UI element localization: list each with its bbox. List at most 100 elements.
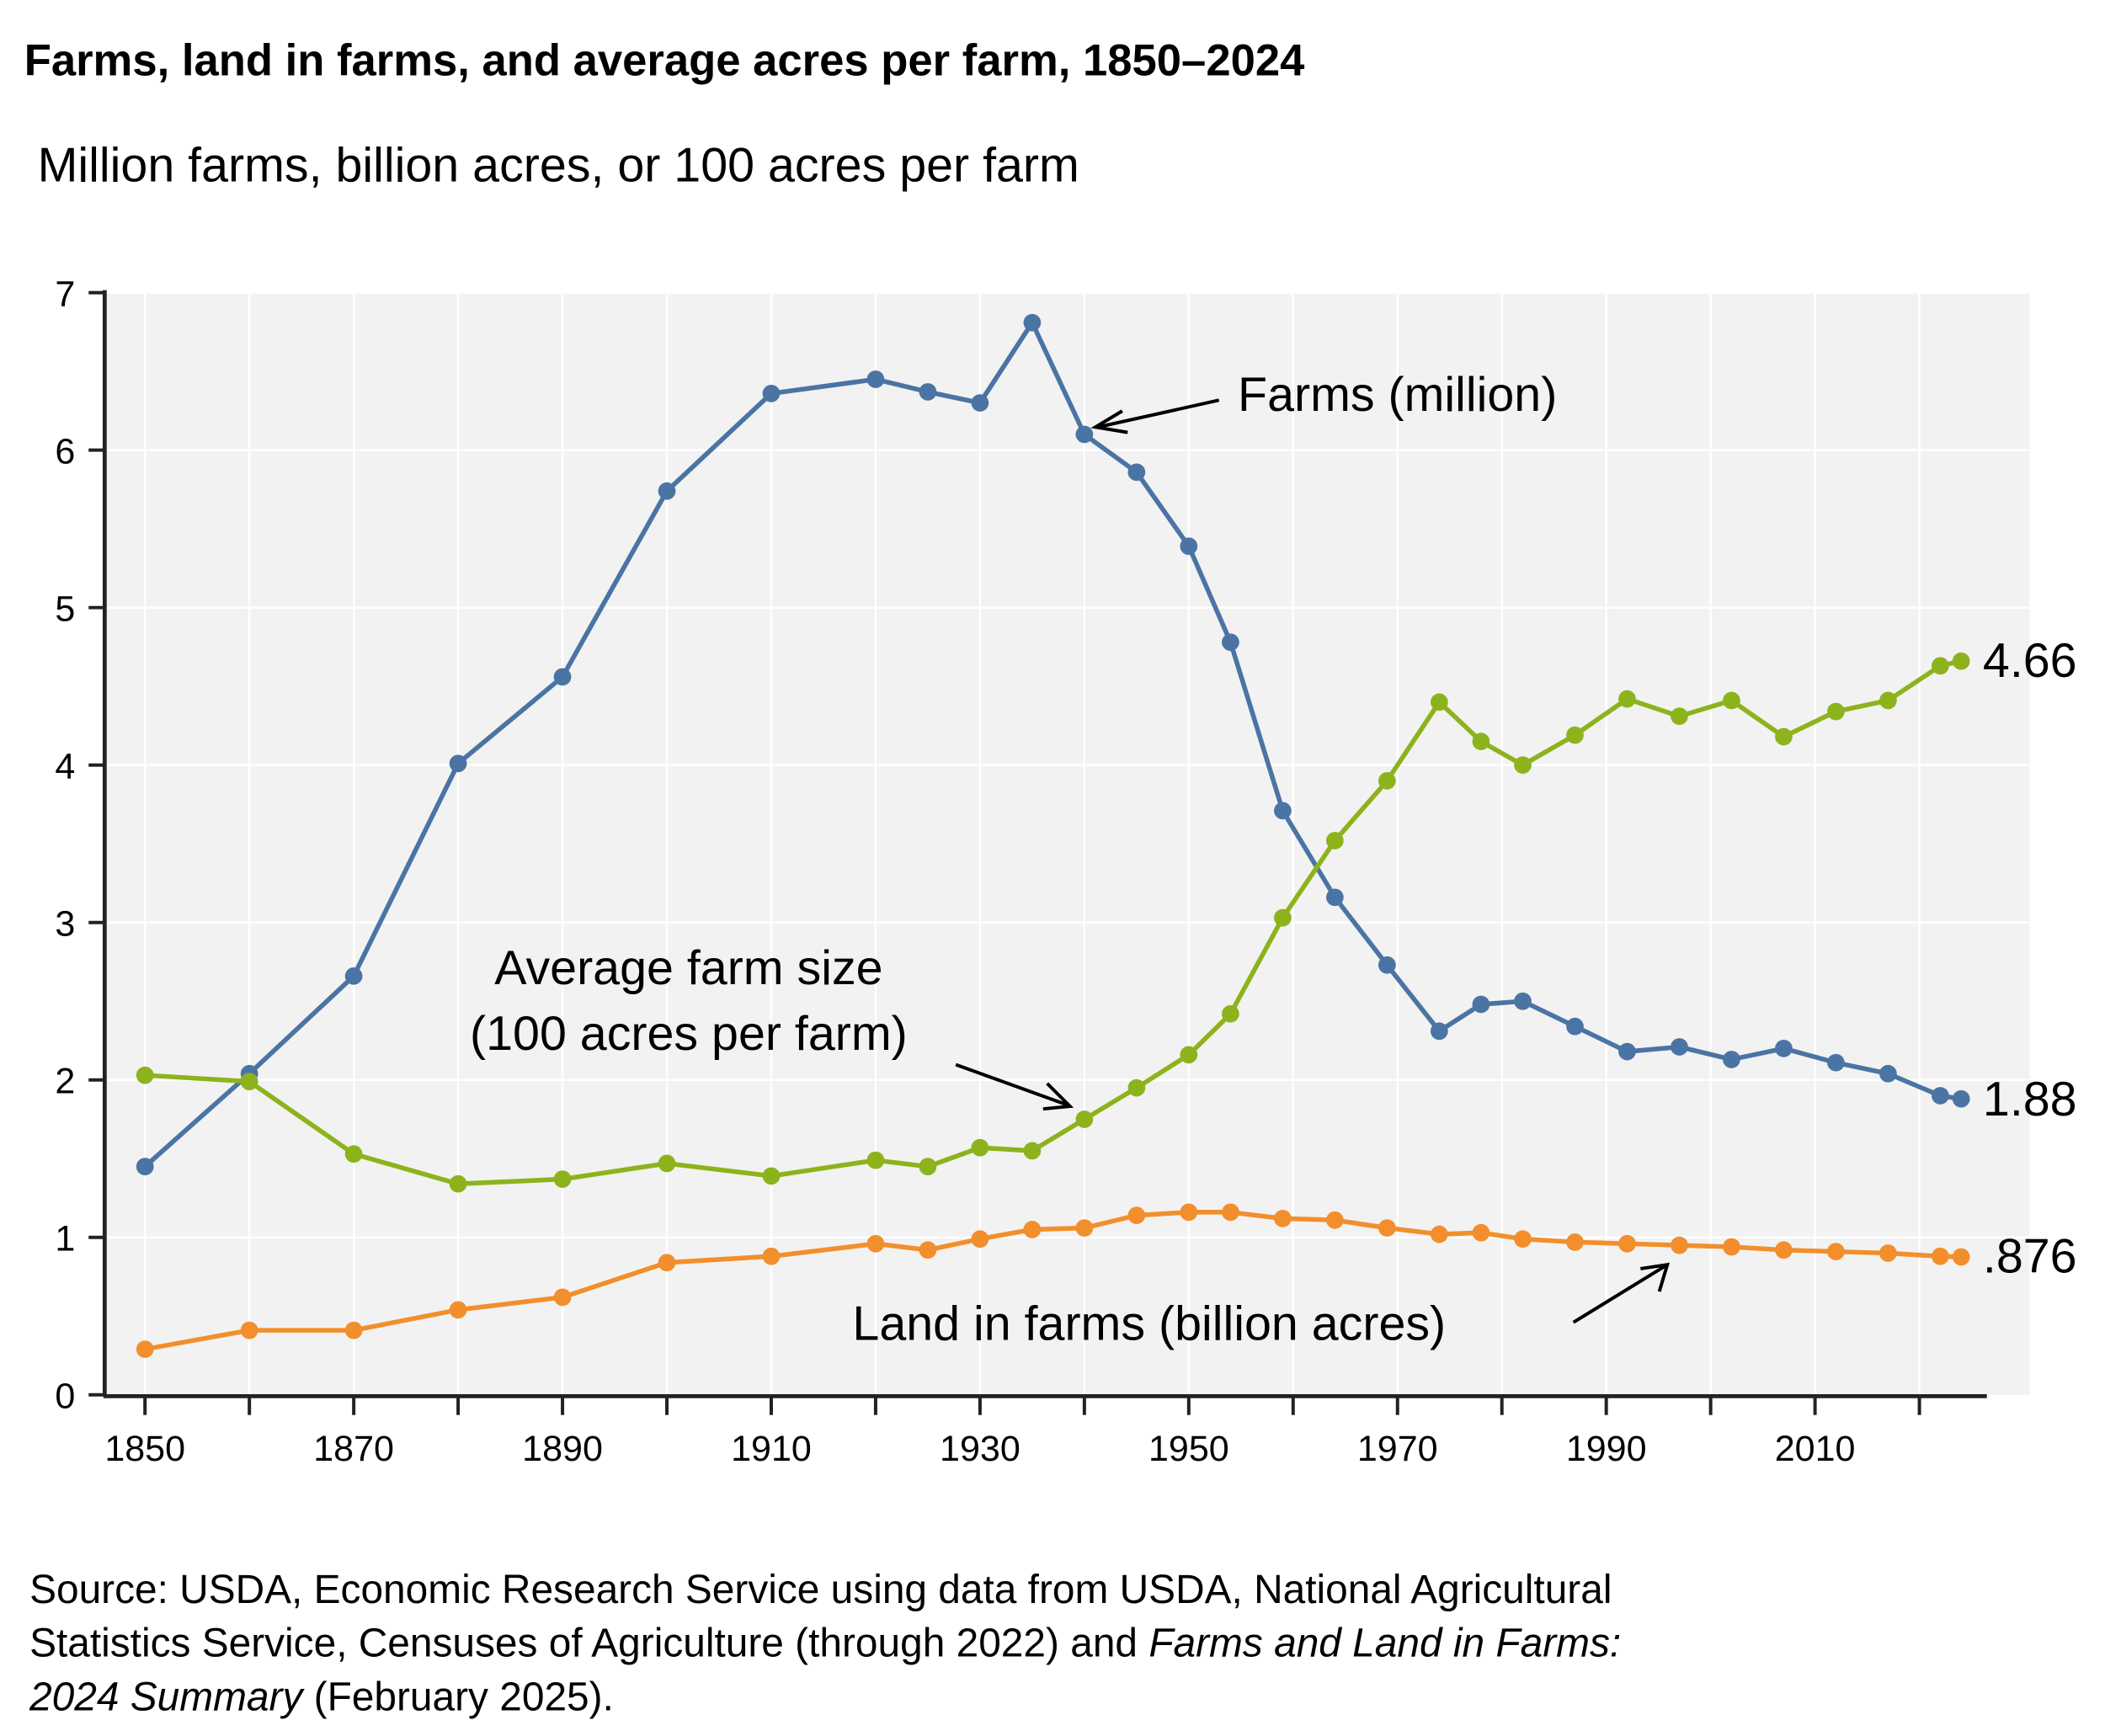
data-point-avg-farm-size <box>449 1174 467 1193</box>
data-point-land-in-farms <box>1127 1206 1146 1224</box>
source-line-3a: 2024 Summary <box>29 1675 305 1719</box>
data-point-farms <box>1879 1064 1897 1083</box>
data-point-farms <box>1932 1087 1949 1105</box>
data-point-land-in-farms <box>919 1241 937 1259</box>
x-tick-label: 2010 <box>1775 1429 1856 1469</box>
end-label-land: .876 <box>1983 1230 2077 1284</box>
data-point-avg-farm-size <box>553 1170 572 1188</box>
data-point-avg-farm-size <box>866 1151 885 1169</box>
arrow-land <box>1572 1263 1669 1324</box>
data-point-avg-farm-size <box>1075 1110 1094 1128</box>
data-point-land-in-farms <box>1222 1203 1239 1222</box>
data-point-avg-farm-size <box>1222 1004 1239 1023</box>
data-point-land-in-farms <box>136 1340 154 1358</box>
series-line-avg-farm-size <box>145 658 1962 1186</box>
y-tick-label: 2 <box>55 1062 75 1102</box>
data-point-farms <box>971 394 989 412</box>
data-point-avg-farm-size <box>136 1066 154 1084</box>
arrowhead-land <box>1640 1262 1671 1292</box>
arrow-size <box>955 1062 1068 1107</box>
x-tick-label: 1970 <box>1357 1429 1438 1469</box>
data-point-land-in-farms <box>553 1288 572 1307</box>
label-size-2: (100 acres per farm) <box>470 1007 908 1061</box>
data-point-farms <box>1180 537 1198 556</box>
arrowhead-size <box>1042 1082 1074 1111</box>
data-point-avg-farm-size <box>762 1167 781 1185</box>
data-point-avg-farm-size <box>344 1145 363 1164</box>
data-point-farms <box>1618 1042 1636 1061</box>
data-point-avg-farm-size <box>658 1154 676 1173</box>
data-point-land-in-farms <box>1827 1243 1845 1260</box>
source-line-1: Source: USDA, Economic Research Service … <box>29 1568 1612 1612</box>
x-tick-label: 1930 <box>940 1429 1021 1469</box>
y-tick-label: 7 <box>55 274 75 315</box>
data-point-avg-farm-size <box>1932 657 1949 675</box>
label-size-1: Average farm size <box>494 941 882 995</box>
data-point-farms <box>1827 1053 1845 1072</box>
data-point-farms <box>658 482 676 500</box>
data-point-avg-farm-size <box>1566 726 1584 744</box>
data-point-farms <box>1326 888 1344 907</box>
data-point-land-in-farms <box>1180 1203 1198 1222</box>
source-line-3b: (February 2025). <box>302 1675 614 1719</box>
data-point-farms <box>1127 463 1146 482</box>
data-point-farms <box>1952 1089 1970 1108</box>
source-line-2b: Farms and Land in Farms: <box>1148 1622 1621 1666</box>
data-point-farms <box>449 754 467 773</box>
data-point-land-in-farms <box>1378 1219 1396 1237</box>
axes <box>102 290 1987 1398</box>
data-point-farms <box>1430 1022 1448 1041</box>
data-point-avg-farm-size <box>971 1138 989 1157</box>
data-point-avg-farm-size <box>1274 908 1292 927</box>
data-point-avg-farm-size <box>1430 693 1448 711</box>
data-point-farms <box>1671 1038 1688 1056</box>
label-farms: Farms (million) <box>1238 368 1557 422</box>
end-label-size: 4.66 <box>1983 634 2077 688</box>
data-point-land-in-farms <box>1472 1223 1490 1242</box>
data-point-land-in-farms <box>344 1321 363 1339</box>
x-axis-ticks: 1850 1870 1890 1910 1930 1950 1970 1990 2010 <box>104 1396 1921 1469</box>
data-point-farms <box>1723 1051 1740 1068</box>
data-point-land-in-farms <box>1775 1241 1793 1259</box>
data-point-land-in-farms <box>1671 1236 1688 1254</box>
data-point-farms <box>1378 956 1396 974</box>
data-point-avg-farm-size <box>1671 707 1688 726</box>
label-land: Land in farms (billion acres) <box>852 1297 1446 1350</box>
data-point-farms <box>136 1158 154 1175</box>
y-tick-label: 3 <box>55 904 75 945</box>
data-point-avg-farm-size <box>1775 727 1793 746</box>
data-point-avg-farm-size <box>1378 772 1396 790</box>
data-point-avg-farm-size <box>1723 691 1740 710</box>
data-point-land-in-farms <box>971 1230 989 1249</box>
annotations: Farms (million) Average farm size (100 a… <box>470 368 2077 1350</box>
data-point-farms <box>1075 425 1094 444</box>
data-point-land-in-farms <box>762 1247 781 1265</box>
data-point-land-in-farms <box>1274 1209 1292 1227</box>
data-point-farms <box>919 383 937 401</box>
source-line-2a: Statistics Service, Censuses of Agricult… <box>29 1622 1148 1666</box>
data-point-land-in-farms <box>1430 1225 1448 1243</box>
data-point-land-in-farms <box>1023 1221 1042 1238</box>
data-point-land-in-farms <box>1932 1247 1949 1265</box>
chart-subtitle: Million farms, billion acres, or 100 acr… <box>38 138 1079 192</box>
data-point-farms <box>1566 1017 1584 1036</box>
data-point-avg-farm-size <box>1879 691 1897 710</box>
y-tick-label: 6 <box>55 432 75 472</box>
data-point-land-in-farms <box>449 1301 467 1319</box>
y-tick-label: 4 <box>55 747 75 787</box>
data-point-avg-farm-size <box>919 1158 937 1175</box>
source-line-2: Statistics Service, Censuses of Agricult… <box>29 1622 1621 1666</box>
data-point-farms <box>1274 801 1292 820</box>
data-point-farms <box>1514 992 1532 1010</box>
data-point-farms <box>1472 995 1490 1014</box>
x-tick-label: 1950 <box>1148 1429 1229 1469</box>
plot-background <box>104 292 2030 1395</box>
series-line-farms <box>143 320 1962 1169</box>
x-tick-label: 1990 <box>1566 1429 1647 1469</box>
x-tick-label: 1890 <box>522 1429 603 1469</box>
data-point-land-in-farms <box>866 1234 885 1253</box>
data-point-avg-farm-size <box>1023 1142 1042 1160</box>
data-point-farms <box>344 967 363 985</box>
data-point-land-in-farms <box>1618 1234 1636 1253</box>
